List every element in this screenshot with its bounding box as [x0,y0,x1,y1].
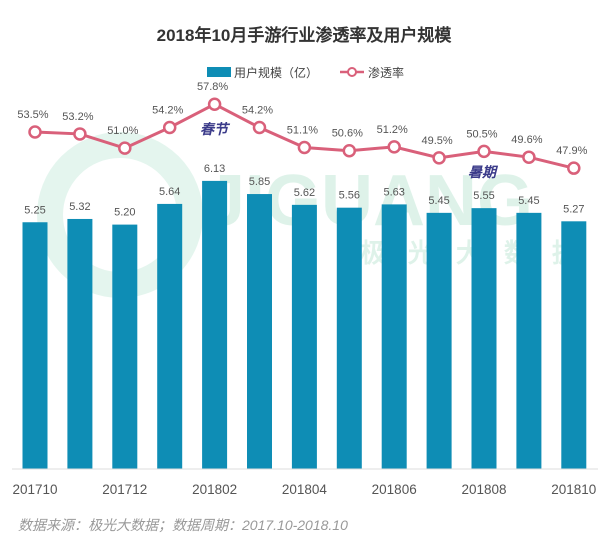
legend: 用户规模（亿） 渗透率 [207,65,404,80]
line-point-201810 [567,161,581,175]
line-label: 54.2% [242,104,273,116]
line-label: 50.6% [332,128,363,140]
line-label: 49.6% [511,134,542,146]
line-point-201802 [207,97,222,111]
line-label: 54.2% [152,104,183,116]
bar-201807 [426,212,452,469]
line-point-201712 [118,141,132,155]
bar-label: 5.27 [563,203,584,215]
line-point-201809 [522,150,536,164]
bar-label: 5.32 [69,201,90,213]
bar-label: 5.56 [339,190,360,202]
line-point-201805 [342,143,357,158]
x-tick-label: 201712 [102,482,147,497]
bar-201801 [157,203,183,470]
x-tick-label: 201806 [372,482,417,497]
bar-201806 [381,204,407,469]
legend-bar-swatch [207,67,231,77]
bar-201808 [471,208,497,469]
line-label: 47.9% [556,145,587,157]
bar-label: 5.64 [159,186,180,198]
line-point-201804 [297,140,312,155]
x-tick-label: 201810 [551,482,596,497]
x-tick-label: 201710 [12,482,57,497]
line-label: 50.5% [466,128,497,140]
legend-bar-label: 用户规模（亿） [234,65,318,80]
line-label: 51.0% [107,125,138,137]
bar-label: 5.55 [473,190,494,202]
line-point-201806 [387,140,401,154]
bar-label: 5.85 [249,176,270,188]
line-label: 53.2% [62,111,93,123]
bar-label: 5.45 [428,195,449,207]
line-point-201711 [73,127,87,141]
line-point-201801 [162,120,177,135]
line-point-201807 [432,151,446,165]
x-tick-label: 201808 [461,482,506,497]
line-point-201710 [28,125,42,139]
line-label: 51.1% [287,125,318,137]
bar-201805 [336,207,362,469]
annotation-spring-festival: 春节 [200,121,231,137]
bar-label: 5.20 [114,207,135,219]
legend-line-label: 渗透率 [368,65,404,80]
x-tick-label: 201802 [192,482,237,497]
bar-201809 [516,212,542,469]
line-label: 57.8% [197,81,228,93]
bar-201710 [22,222,48,469]
bar-201803 [247,194,272,470]
annotation-summer: 暑期 [468,164,499,180]
line-point-201808 [477,144,491,159]
line-point-201803 [252,120,267,135]
bar-201712 [112,224,138,469]
chart-title: 2018年10月手游行业渗透率及用户规模 [157,25,453,45]
source-note: 数据来源：极光大数据；数据周期：2017.10-2018.10 [18,517,348,533]
bar-201802 [202,180,228,469]
bar-label: 5.62 [294,187,315,199]
legend-line-marker [347,67,357,77]
bar-label: 5.63 [383,186,404,198]
bar-label: 6.13 [204,163,225,175]
bar-label: 5.25 [24,204,45,216]
bar-201711 [67,218,93,469]
x-tick-label: 201804 [282,482,328,497]
line-label: 51.2% [377,124,408,136]
line-label: 49.5% [421,135,452,147]
bar-201810 [561,221,587,469]
bar-201804 [291,204,317,470]
bar-label: 5.45 [518,195,539,207]
line-label: 53.5% [17,109,48,121]
